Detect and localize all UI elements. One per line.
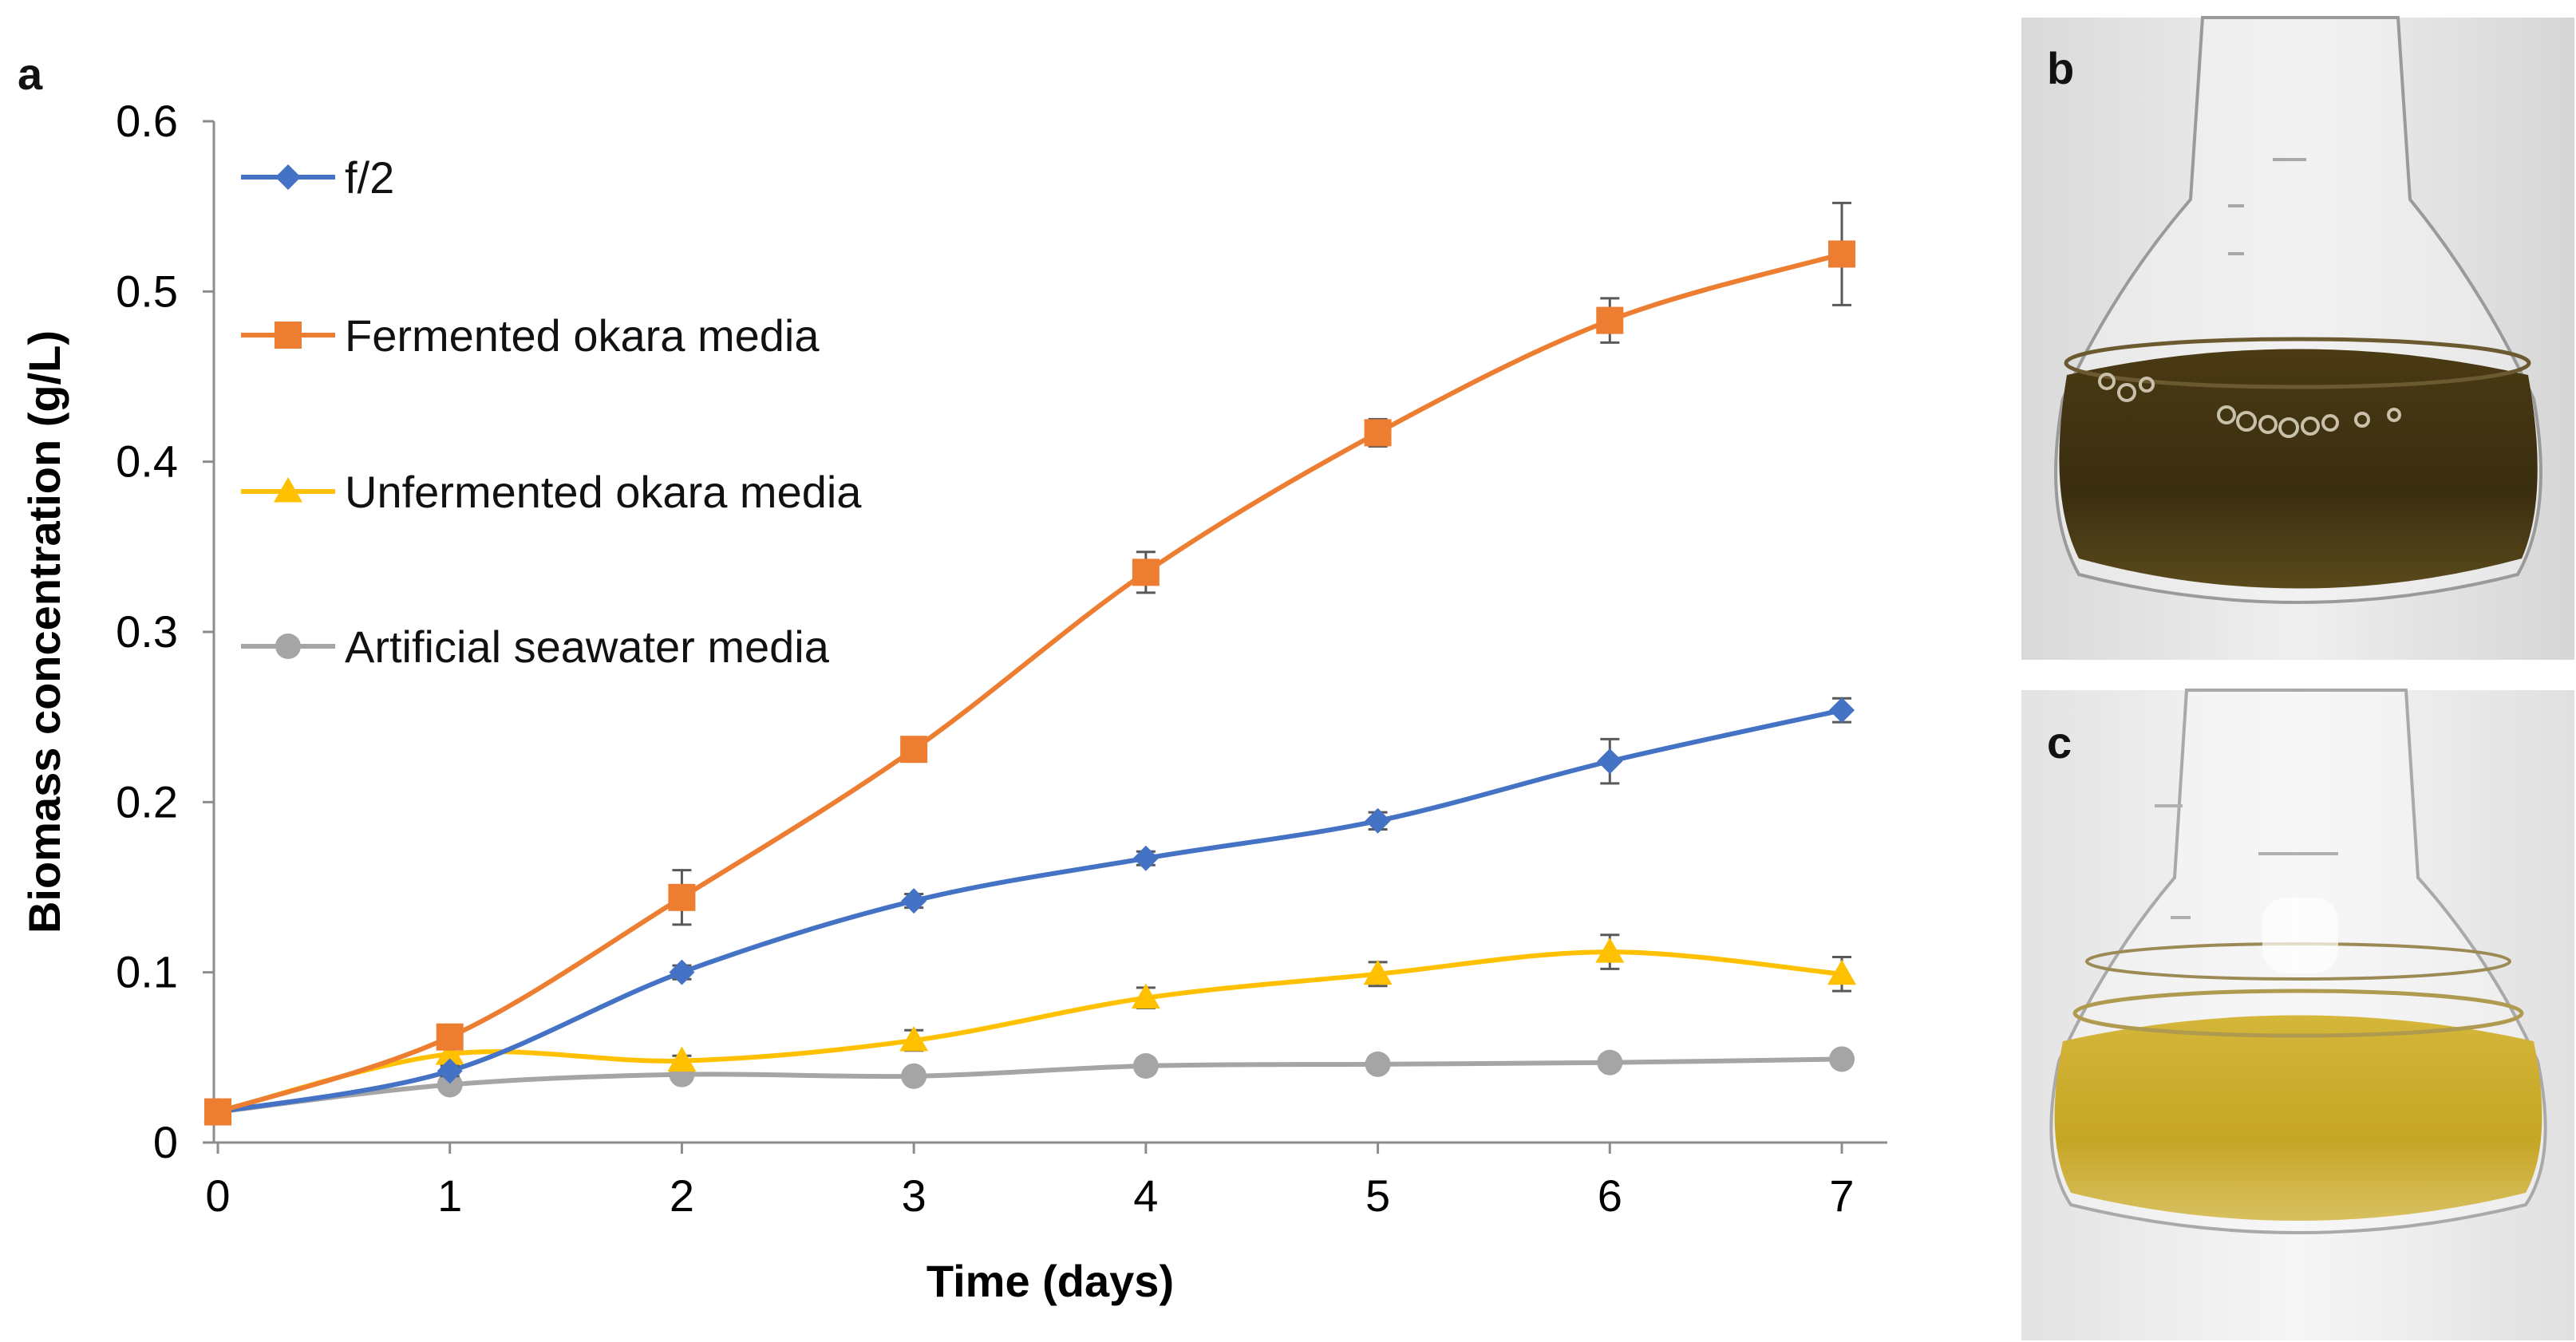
legend-marker	[275, 634, 301, 659]
data-point	[900, 736, 928, 764]
y-tick-label: 0.1	[116, 947, 178, 997]
legend-item: Fermented okara media	[241, 310, 820, 361]
x-axis-ticks: 0 1 2 3 4 5 6 7	[205, 1143, 1855, 1221]
legend-marker	[274, 477, 302, 503]
data-point	[1132, 845, 1159, 871]
flask-c-graduations	[2155, 804, 2338, 919]
data-point	[1363, 959, 1393, 985]
panel-a-label: a	[18, 49, 43, 99]
legend-item: Unfermented okara media	[241, 467, 862, 517]
x-tick-label: 2	[670, 1170, 694, 1221]
series-3	[205, 1046, 1855, 1125]
x-tick-label: 6	[1598, 1170, 1622, 1221]
panel-c-photo: c	[2021, 689, 2574, 1340]
data-point	[667, 1046, 697, 1072]
series-layer	[203, 201, 1856, 1126]
data-point	[1365, 1051, 1391, 1077]
legend-item: Artificial seawater media	[241, 622, 830, 672]
data-point	[1595, 937, 1625, 963]
data-point	[435, 1040, 464, 1065]
panel-a-chart: a 0 0.1 0.2 0.3 0.4 0.5 0.6 0 1 2 3 4 5 6 7 Time (day…	[18, 49, 1887, 1306]
data-point	[899, 1026, 929, 1052]
data-point	[1364, 419, 1392, 447]
data-point	[1131, 983, 1160, 1009]
data-point	[1828, 240, 1855, 268]
data-point	[1829, 697, 1855, 724]
data-point	[437, 1058, 463, 1084]
data-point	[669, 959, 695, 985]
y-axis-ticks: 0 0.1 0.2 0.3 0.4 0.5 0.6	[116, 96, 214, 1167]
flask-b-bubbles	[2098, 373, 2401, 438]
data-point	[1827, 959, 1856, 985]
data-point	[668, 883, 696, 911]
series-line	[217, 1056, 1843, 1115]
panel-b-photo: b	[2021, 16, 2574, 660]
x-tick-label: 0	[205, 1170, 230, 1221]
data-point	[437, 1072, 463, 1098]
y-tick-label: 0.2	[116, 776, 178, 827]
data-point	[436, 1023, 464, 1051]
legend-label: Fermented okara media	[345, 310, 820, 361]
x-tick-label: 1	[437, 1170, 462, 1221]
legend-label: Artificial seawater media	[345, 622, 830, 672]
data-point	[901, 1063, 927, 1089]
data-point	[1365, 807, 1391, 834]
data-point	[1132, 559, 1160, 586]
data-point	[1597, 1049, 1623, 1076]
series-line	[217, 949, 1843, 1115]
flask-b-liquid	[2059, 349, 2538, 589]
flask-c-liquid	[2054, 1015, 2542, 1221]
y-tick-label: 0.3	[116, 606, 178, 657]
flask-b-graduations	[2228, 158, 2306, 255]
y-tick-label: 0.4	[116, 436, 178, 487]
x-tick-label: 7	[1829, 1170, 1854, 1221]
legend-item: f/2	[241, 152, 394, 203]
series-line	[217, 708, 1843, 1115]
data-point	[1829, 1046, 1855, 1072]
data-point	[901, 888, 927, 914]
series-line	[217, 251, 1843, 1115]
y-tick-label: 0.6	[116, 96, 178, 146]
series-2	[203, 933, 1856, 1123]
y-axis-title: Biomass concentration (g/L)	[19, 330, 69, 933]
x-tick-label: 4	[1133, 1170, 1158, 1221]
x-axis-title: Time (days)	[926, 1256, 1174, 1306]
data-point	[1596, 306, 1624, 334]
data-point	[204, 1098, 231, 1126]
series-0	[205, 697, 1855, 1125]
data-point	[1597, 748, 1623, 775]
panel-c-label: c	[2047, 717, 2072, 768]
flask-c-label-patch	[2262, 898, 2338, 973]
chart-legend: f/2 Fermented okara media Unfermented okar…	[241, 152, 862, 672]
data-point	[1132, 1053, 1159, 1079]
legend-label: Unfermented okara media	[345, 467, 862, 517]
x-tick-label: 3	[902, 1170, 926, 1221]
flask-c-surface	[2072, 989, 2524, 1038]
series-1	[204, 201, 1855, 1126]
y-tick-label: 0.5	[116, 266, 178, 316]
flask-b-surface	[2064, 337, 2531, 389]
panel-b-label: b	[2047, 43, 2074, 93]
x-tick-label: 5	[1365, 1170, 1390, 1221]
legend-marker	[275, 322, 302, 349]
legend-marker	[275, 164, 301, 190]
legend-label: f/2	[345, 152, 394, 203]
y-tick-label: 0	[153, 1117, 178, 1167]
